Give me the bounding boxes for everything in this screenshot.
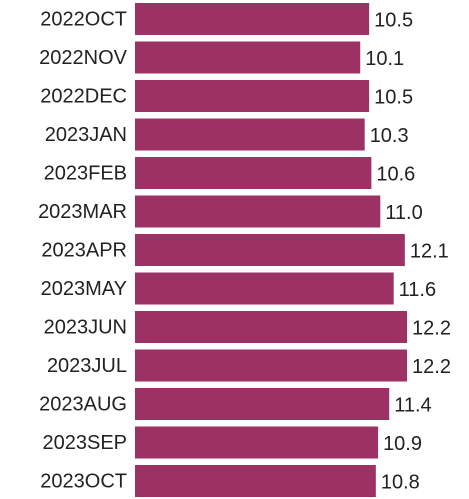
bar — [135, 465, 376, 497]
bar — [135, 388, 390, 420]
value-label: 11.6 — [399, 279, 436, 301]
category-label: 2023MAY — [41, 278, 127, 300]
category-label: 2023MAR — [38, 201, 127, 223]
value-label: 10.8 — [381, 471, 420, 493]
bar — [135, 234, 405, 266]
value-label: 10.6 — [376, 163, 415, 185]
bar — [135, 41, 361, 74]
bar — [135, 195, 381, 228]
bar — [135, 272, 394, 305]
category-label: 2023APR — [41, 239, 127, 261]
bar — [135, 426, 379, 459]
category-label: 2022OCT — [40, 8, 127, 30]
value-label: 10.5 — [374, 86, 413, 108]
category-label: 2023JUN — [44, 316, 127, 338]
bar — [135, 311, 408, 343]
bar — [135, 80, 370, 112]
category-label: 2022DEC — [40, 85, 127, 107]
bar — [135, 349, 408, 382]
category-label: 2023FEB — [44, 162, 127, 184]
value-label: 10.5 — [374, 9, 413, 31]
value-label: 10.1 — [365, 48, 404, 70]
bar — [135, 3, 370, 35]
value-label: 12.2 — [412, 356, 451, 378]
value-label: 11.4 — [394, 394, 431, 416]
category-label: 2022NOV — [39, 47, 127, 69]
category-label: 2023JAN — [45, 124, 127, 146]
value-label: 10.9 — [383, 433, 422, 455]
category-label: 2023SEP — [42, 432, 127, 454]
value-label: 10.3 — [370, 125, 409, 147]
bar — [135, 157, 372, 189]
bar — [135, 118, 365, 151]
category-label: 2023JUL — [47, 355, 127, 377]
value-label: 11.0 — [385, 202, 422, 224]
value-label: 12.2 — [412, 317, 451, 339]
value-label: 12.1 — [410, 240, 449, 262]
category-label: 2023OCT — [40, 470, 127, 492]
category-label: 2023AUG — [39, 393, 127, 415]
